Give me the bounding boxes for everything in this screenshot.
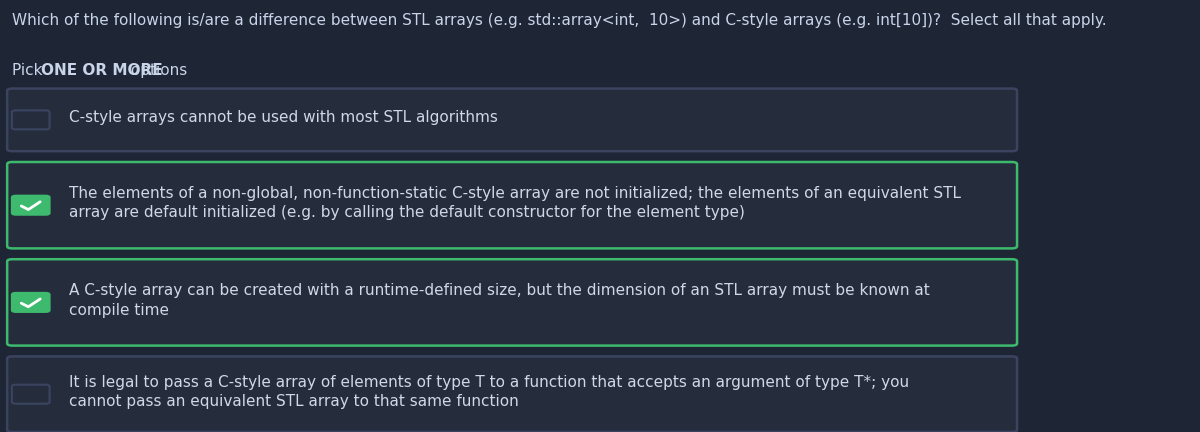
Text: Pick: Pick [12, 63, 48, 78]
FancyBboxPatch shape [12, 384, 49, 403]
Text: C-style arrays cannot be used with most STL algorithms: C-style arrays cannot be used with most … [68, 110, 498, 125]
FancyBboxPatch shape [7, 162, 1018, 248]
Text: options: options [126, 63, 187, 78]
FancyBboxPatch shape [12, 110, 49, 130]
Text: Which of the following is/are a difference between STL arrays (e.g. std::array<i: Which of the following is/are a differen… [12, 13, 1106, 28]
FancyBboxPatch shape [12, 196, 49, 215]
Text: A C-style array can be created with a runtime-defined size, but the dimension of: A C-style array can be created with a ru… [68, 283, 929, 318]
Text: It is legal to pass a C-style array of elements of type T to a function that acc: It is legal to pass a C-style array of e… [68, 375, 908, 410]
FancyBboxPatch shape [7, 89, 1018, 151]
FancyBboxPatch shape [12, 293, 49, 312]
Text: The elements of a non-global, non-function-static C-style array are not initiali: The elements of a non-global, non-functi… [68, 186, 961, 220]
FancyBboxPatch shape [7, 259, 1018, 346]
FancyBboxPatch shape [7, 356, 1018, 432]
Text: ONE OR MORE: ONE OR MORE [41, 63, 162, 78]
